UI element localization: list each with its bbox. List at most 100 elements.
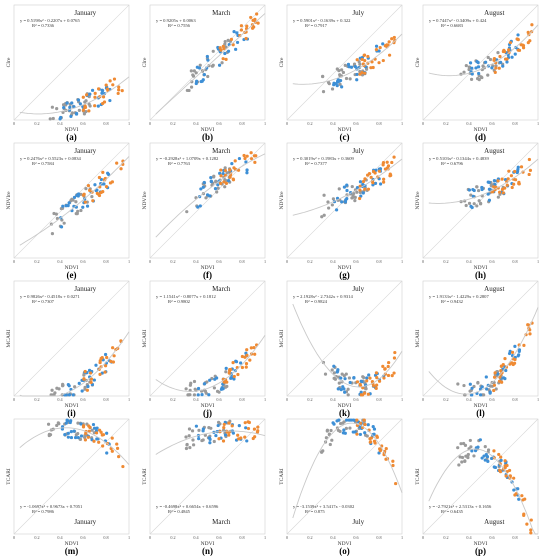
data-point bbox=[240, 365, 244, 370]
data-point bbox=[52, 211, 56, 216]
data-point bbox=[327, 432, 332, 436]
data-point bbox=[110, 180, 114, 184]
data-point bbox=[249, 151, 253, 155]
data-point bbox=[350, 184, 354, 189]
x-tick-label: 0 bbox=[422, 397, 424, 402]
x-tick-label: 0.4 bbox=[330, 535, 336, 540]
data-point bbox=[67, 393, 72, 397]
data-point bbox=[339, 388, 343, 392]
data-point bbox=[499, 369, 503, 373]
data-point bbox=[374, 48, 379, 52]
data-point bbox=[359, 390, 363, 394]
data-point bbox=[67, 201, 71, 205]
data-point bbox=[210, 376, 214, 381]
data-point bbox=[78, 102, 82, 106]
data-point bbox=[500, 187, 505, 191]
x-tick-label: 1 bbox=[264, 259, 266, 264]
data-point bbox=[362, 53, 366, 57]
data-point bbox=[373, 181, 378, 185]
data-point bbox=[345, 418, 349, 422]
data-point bbox=[467, 67, 471, 72]
data-point bbox=[81, 424, 86, 428]
data-point bbox=[500, 177, 504, 181]
data-point bbox=[526, 323, 531, 327]
data-point bbox=[358, 196, 362, 201]
data-point bbox=[371, 425, 375, 429]
data-point bbox=[323, 372, 328, 376]
data-point bbox=[469, 77, 474, 82]
data-point bbox=[65, 418, 69, 422]
data-point bbox=[99, 356, 103, 361]
x-tick-label: 0.2 bbox=[443, 259, 448, 264]
data-point bbox=[381, 58, 385, 63]
data-point bbox=[487, 180, 491, 184]
x-tick-label: 0 bbox=[422, 259, 424, 264]
data-point bbox=[62, 221, 66, 225]
data-point bbox=[194, 81, 198, 86]
data-point bbox=[390, 160, 394, 165]
data-point bbox=[72, 429, 76, 433]
data-point bbox=[358, 72, 362, 76]
x-axis-label: NDVI bbox=[474, 127, 488, 133]
x-tick-label: 0.4 bbox=[57, 397, 63, 402]
data-point bbox=[224, 370, 228, 374]
x-tick-label: 0.4 bbox=[330, 259, 336, 264]
data-point bbox=[369, 440, 373, 444]
data-point bbox=[189, 85, 194, 89]
x-axis-label: NDVI bbox=[338, 541, 352, 547]
fit-curve bbox=[19, 76, 130, 115]
data-point bbox=[470, 386, 474, 390]
data-point bbox=[385, 43, 389, 47]
panel-letter: (e) bbox=[67, 270, 77, 280]
x-tick-label: 1 bbox=[537, 121, 539, 126]
data-point bbox=[475, 204, 479, 208]
x-tick-label: 1 bbox=[264, 397, 266, 402]
data-point bbox=[190, 80, 194, 84]
data-point bbox=[58, 117, 62, 121]
data-point bbox=[516, 487, 520, 491]
data-point bbox=[370, 60, 374, 64]
identity-line bbox=[149, 4, 266, 121]
data-point bbox=[335, 84, 339, 88]
x-axis-label: NDVI bbox=[201, 403, 215, 409]
data-point bbox=[526, 41, 530, 45]
data-point bbox=[486, 73, 490, 77]
panel-letter: (d) bbox=[475, 132, 486, 142]
data-point bbox=[94, 363, 98, 367]
data-point bbox=[94, 431, 99, 435]
data-point bbox=[493, 70, 497, 74]
data-point bbox=[53, 391, 57, 395]
data-point bbox=[96, 104, 100, 108]
data-point bbox=[105, 451, 109, 455]
identity-line bbox=[13, 418, 130, 535]
data-point bbox=[365, 434, 369, 438]
data-point bbox=[486, 192, 490, 196]
data-point bbox=[468, 382, 472, 386]
data-point bbox=[516, 33, 520, 37]
data-point bbox=[222, 380, 226, 384]
fit-curve bbox=[155, 153, 266, 238]
x-tick-label: 0.8 bbox=[376, 259, 381, 264]
data-point bbox=[84, 99, 88, 103]
data-point bbox=[243, 156, 247, 161]
data-point bbox=[353, 195, 357, 199]
data-point bbox=[99, 177, 103, 182]
data-point bbox=[91, 422, 96, 427]
data-point bbox=[57, 422, 61, 426]
y-axis-label: MCARI bbox=[279, 329, 285, 347]
x-tick-label: 1 bbox=[264, 535, 266, 540]
data-point bbox=[473, 448, 478, 453]
data-point bbox=[105, 87, 110, 91]
data-point bbox=[479, 201, 483, 205]
data-point bbox=[76, 98, 81, 102]
data-point bbox=[519, 43, 523, 47]
x-tick-label: 1 bbox=[401, 121, 403, 126]
data-point bbox=[255, 12, 259, 16]
x-tick-label: 0.2 bbox=[443, 397, 448, 402]
identity-line bbox=[13, 280, 130, 397]
data-point bbox=[361, 179, 366, 184]
data-point bbox=[100, 182, 104, 186]
data-point bbox=[110, 449, 114, 453]
